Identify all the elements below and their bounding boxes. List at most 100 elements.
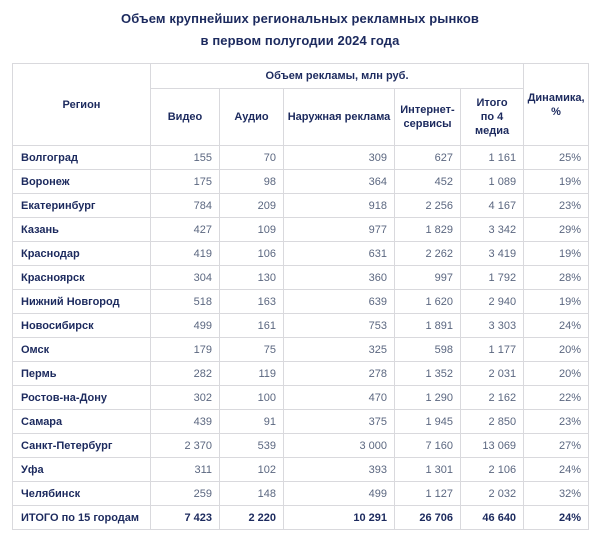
region-cell: Воронеж xyxy=(12,169,151,194)
value-cell: 109 xyxy=(219,217,284,242)
value-cell: 24% xyxy=(523,313,590,338)
value-cell: 631 xyxy=(283,241,395,266)
region-cell: Челябинск xyxy=(12,481,151,506)
value-cell: 46 640 xyxy=(459,505,525,530)
value-cell: 2 940 xyxy=(459,289,525,314)
table-row: Санкт-Петербург 2 370 539 3 000 7 160 13 069 2… xyxy=(12,433,590,458)
region-cell: ИТОГО по 15 городам xyxy=(12,505,151,530)
value-cell: 1 352 xyxy=(394,361,461,386)
value-cell: 161 xyxy=(219,313,284,338)
value-cell: 19% xyxy=(523,241,590,266)
value-cell: 32% xyxy=(523,481,590,506)
value-cell: 364 xyxy=(283,169,395,194)
col-header-region: Регион xyxy=(12,63,151,146)
value-cell: 1 792 xyxy=(459,265,525,290)
value-cell: 470 xyxy=(283,385,395,410)
value-cell: 22% xyxy=(523,385,590,410)
value-cell: 419 xyxy=(150,241,220,266)
col-header-internet: Интернет- сервисы xyxy=(394,88,461,146)
group-header-ad-volume: Объем рекламы, млн руб. xyxy=(149,63,525,89)
value-cell: 977 xyxy=(283,217,395,242)
col-header-total: Итого по 4 медиа xyxy=(459,88,525,146)
col-header-outdoor: Наружная реклама xyxy=(283,88,395,146)
value-cell: 259 xyxy=(150,481,220,506)
page-title: Объем крупнейших региональных рекламных … xyxy=(0,8,600,52)
value-cell: 439 xyxy=(150,409,220,434)
region-cell: Уфа xyxy=(12,457,151,482)
value-cell: 1 301 xyxy=(394,457,461,482)
table-row: Воронеж 175 98 364 452 1 089 19% xyxy=(12,169,590,194)
value-cell: 75 xyxy=(219,337,284,362)
value-cell: 26 706 xyxy=(394,505,461,530)
value-cell: 3 303 xyxy=(459,313,525,338)
value-cell: 23% xyxy=(523,193,590,218)
value-cell: 2 032 xyxy=(459,481,525,506)
value-cell: 539 xyxy=(219,433,284,458)
region-cell: Омск xyxy=(12,337,151,362)
table-row: Уфа 311 102 393 1 301 2 106 24% xyxy=(12,457,590,482)
value-cell: 452 xyxy=(394,169,461,194)
region-cell: Екатеринбург xyxy=(12,193,151,218)
value-cell: 27% xyxy=(523,433,590,458)
value-cell: 784 xyxy=(150,193,220,218)
value-cell: 3 419 xyxy=(459,241,525,266)
value-cell: 2 850 xyxy=(459,409,525,434)
value-cell: 106 xyxy=(219,241,284,266)
value-cell: 325 xyxy=(283,337,395,362)
table-row: Новосибирск 499 161 753 1 891 3 303 24% xyxy=(12,313,590,338)
region-cell: Санкт-Петербург xyxy=(12,433,151,458)
value-cell: 209 xyxy=(219,193,284,218)
value-cell: 1 620 xyxy=(394,289,461,314)
value-cell: 598 xyxy=(394,337,461,362)
table-row: Нижний Новгород 518 163 639 1 620 2 940 19% xyxy=(12,289,590,314)
page-title-line2: в первом полугодии 2024 года xyxy=(200,33,400,48)
value-cell: 918 xyxy=(283,193,395,218)
region-cell: Пермь xyxy=(12,361,151,386)
value-cell: 24% xyxy=(523,457,590,482)
value-cell: 2 256 xyxy=(394,193,461,218)
region-cell: Краснодар xyxy=(12,241,151,266)
value-cell: 3 000 xyxy=(283,433,395,458)
value-cell: 102 xyxy=(219,457,284,482)
value-cell: 70 xyxy=(219,145,284,170)
value-cell: 29% xyxy=(523,217,590,242)
value-cell: 309 xyxy=(283,145,395,170)
region-cell: Самара xyxy=(12,409,151,434)
table-header: Регион Объем рекламы, млн руб. Динамика,… xyxy=(12,63,590,146)
value-cell: 278 xyxy=(283,361,395,386)
value-cell: 155 xyxy=(150,145,220,170)
page-title-line1: Объем крупнейших региональных рекламных … xyxy=(121,11,479,26)
table-body: Волгоград 155 70 309 627 1 161 25% Воронеж 175 98… xyxy=(12,145,590,530)
value-cell: 499 xyxy=(150,313,220,338)
table-row: Самара 439 91 375 1 945 2 850 23% xyxy=(12,409,590,434)
value-cell: 91 xyxy=(219,409,284,434)
value-cell: 304 xyxy=(150,265,220,290)
region-cell: Ростов-на-Дону xyxy=(12,385,151,410)
value-cell: 282 xyxy=(150,361,220,386)
table-row: Пермь 282 119 278 1 352 2 031 20% xyxy=(12,361,590,386)
value-cell: 179 xyxy=(150,337,220,362)
value-cell: 148 xyxy=(219,481,284,506)
region-cell: Казань xyxy=(12,217,151,242)
value-cell: 2 106 xyxy=(459,457,525,482)
table-row: Краснодар 419 106 631 2 262 3 419 19% xyxy=(12,241,590,266)
value-cell: 119 xyxy=(219,361,284,386)
value-cell: 1 290 xyxy=(394,385,461,410)
value-cell: 20% xyxy=(523,361,590,386)
value-cell: 19% xyxy=(523,289,590,314)
value-cell: 3 342 xyxy=(459,217,525,242)
value-cell: 1 127 xyxy=(394,481,461,506)
value-cell: 2 370 xyxy=(150,433,220,458)
value-cell: 499 xyxy=(283,481,395,506)
value-cell: 639 xyxy=(283,289,395,314)
region-cell: Волгоград xyxy=(12,145,151,170)
value-cell: 1 829 xyxy=(394,217,461,242)
value-cell: 175 xyxy=(150,169,220,194)
table-row: Ростов-на-Дону 302 100 470 1 290 2 162 22% xyxy=(12,385,590,410)
total-row: ИТОГО по 15 городам 7 423 2 220 10 291 26 70… xyxy=(12,505,590,530)
value-cell: 302 xyxy=(150,385,220,410)
value-cell: 2 031 xyxy=(459,361,525,386)
regional-ad-market-table: Регион Объем рекламы, млн руб. Динамика,… xyxy=(12,63,590,530)
value-cell: 7 160 xyxy=(394,433,461,458)
value-cell: 1 089 xyxy=(459,169,525,194)
